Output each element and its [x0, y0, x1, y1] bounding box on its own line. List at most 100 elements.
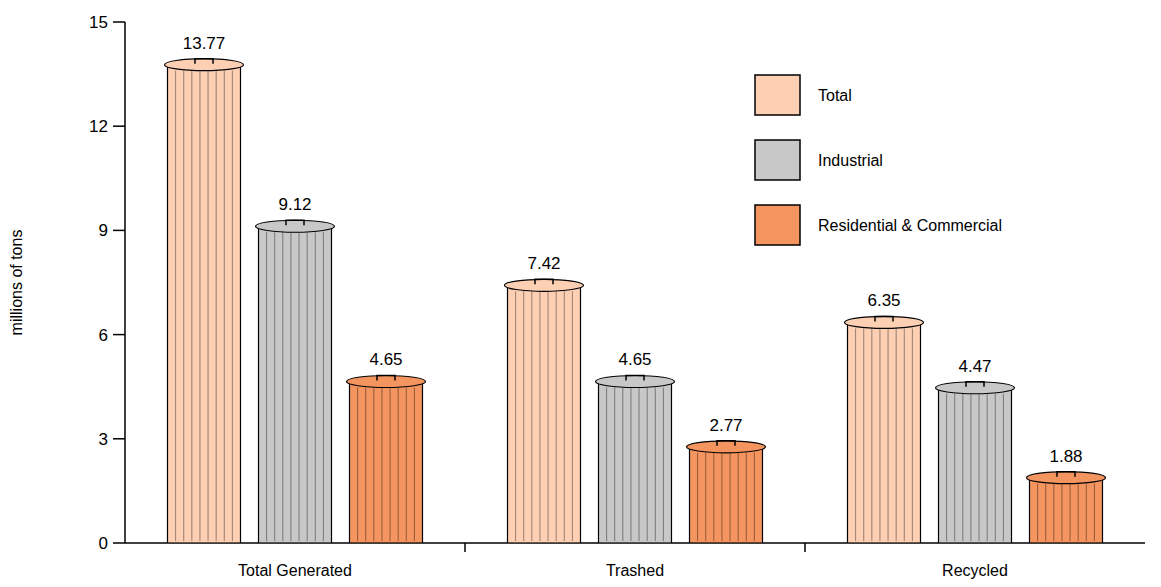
trash-can	[936, 382, 1015, 543]
can-stripe	[730, 453, 731, 541]
bar	[599, 381, 672, 543]
can-stripe	[995, 394, 996, 541]
can-stripe	[1037, 484, 1038, 541]
can-lid	[347, 375, 426, 387]
bar	[168, 65, 241, 543]
can-stripe	[738, 453, 739, 541]
can-stripe	[946, 394, 947, 541]
can-handle	[875, 316, 893, 321]
y-axis-title: millions of tons	[8, 230, 25, 336]
can-stripe	[705, 453, 706, 541]
can-stripe	[290, 232, 291, 541]
bar	[939, 388, 1012, 543]
can-handle	[377, 375, 395, 380]
trash-can	[687, 441, 766, 543]
can-stripe	[614, 387, 615, 541]
can-lid	[1027, 472, 1106, 484]
data-label: 4.47	[958, 357, 991, 376]
can-stripe	[216, 71, 217, 541]
data-label: 4.65	[369, 350, 402, 369]
can-stripe	[282, 232, 283, 541]
can-stripe	[1045, 484, 1046, 541]
group-separator	[464, 543, 466, 552]
can-stripe	[879, 328, 880, 541]
trash-can	[596, 375, 675, 543]
y-tick	[113, 542, 125, 544]
can-stripe	[191, 71, 192, 541]
trash-can	[347, 375, 426, 543]
can-lid	[505, 279, 584, 291]
y-tick-label: 3	[99, 430, 108, 449]
can-stripe	[365, 387, 366, 541]
can-stripe	[390, 387, 391, 541]
y-tick	[113, 334, 125, 336]
data-label: 7.42	[527, 254, 560, 273]
can-stripe	[175, 71, 176, 541]
can-stripe	[754, 453, 755, 541]
can-stripe	[548, 291, 549, 541]
can-handle	[1057, 472, 1075, 477]
can-handle	[195, 59, 213, 64]
x-tick-label: Total Generated	[238, 562, 352, 579]
x-tick-label: Trashed	[606, 562, 664, 579]
can-stripe	[414, 387, 415, 541]
can-stripe	[622, 387, 623, 541]
can-stripe	[896, 328, 897, 541]
can-stripe	[266, 232, 267, 541]
can-stripe	[1086, 484, 1087, 541]
can-stripe	[987, 394, 988, 541]
chart: 03691215millions of tonsTotal GeneratedT…	[0, 0, 1161, 587]
can-stripe	[979, 394, 980, 541]
can-stripe	[572, 291, 573, 541]
can-stripe	[556, 291, 557, 541]
legend-label: Residential & Commercial	[818, 217, 1002, 234]
y-axis	[124, 22, 126, 543]
can-stripe	[970, 394, 971, 541]
data-label: 6.35	[867, 291, 900, 310]
can-stripe	[199, 71, 200, 541]
can-stripe	[639, 387, 640, 541]
can-stripe	[523, 291, 524, 541]
can-handle	[286, 220, 304, 225]
can-stripe	[299, 232, 300, 541]
data-label: 4.65	[618, 350, 651, 369]
x-tick-label: Recycled	[942, 562, 1008, 579]
marks	[165, 59, 1106, 543]
can-stripe	[381, 387, 382, 541]
y-tick-label: 12	[89, 117, 108, 136]
data-label: 13.77	[183, 34, 226, 53]
data-labels: 13.777.426.359.124.654.474.652.771.88	[183, 34, 1083, 466]
can-stripe	[531, 291, 532, 541]
trash-can	[505, 279, 584, 543]
data-label: 9.12	[278, 195, 311, 214]
can-stripe	[1078, 484, 1079, 541]
can-handle	[966, 382, 984, 387]
can-stripe	[904, 328, 905, 541]
can-lid	[687, 441, 766, 453]
can-stripe	[183, 71, 184, 541]
legend-label: Total	[818, 87, 852, 104]
bar	[1030, 478, 1103, 543]
can-stripe	[655, 387, 656, 541]
can-stripe	[1094, 484, 1095, 541]
can-stripe	[721, 453, 722, 541]
y-tick	[113, 21, 125, 23]
can-stripe	[357, 387, 358, 541]
can-lid	[936, 382, 1015, 394]
can-stripe	[1061, 484, 1062, 541]
can-stripe	[606, 387, 607, 541]
can-stripe	[208, 71, 209, 541]
can-stripe	[539, 291, 540, 541]
can-stripe	[746, 453, 747, 541]
can-lid	[845, 316, 924, 328]
can-stripe	[912, 328, 913, 541]
can-stripe	[647, 387, 648, 541]
legend: TotalIndustrialResidential & Commercial	[755, 75, 1002, 245]
can-stripe	[855, 328, 856, 541]
y-tick-label: 15	[89, 13, 108, 32]
can-stripe	[713, 453, 714, 541]
can-handle	[626, 375, 644, 380]
can-stripe	[315, 232, 316, 541]
can-lid	[165, 59, 244, 71]
data-label: 1.88	[1049, 447, 1082, 466]
